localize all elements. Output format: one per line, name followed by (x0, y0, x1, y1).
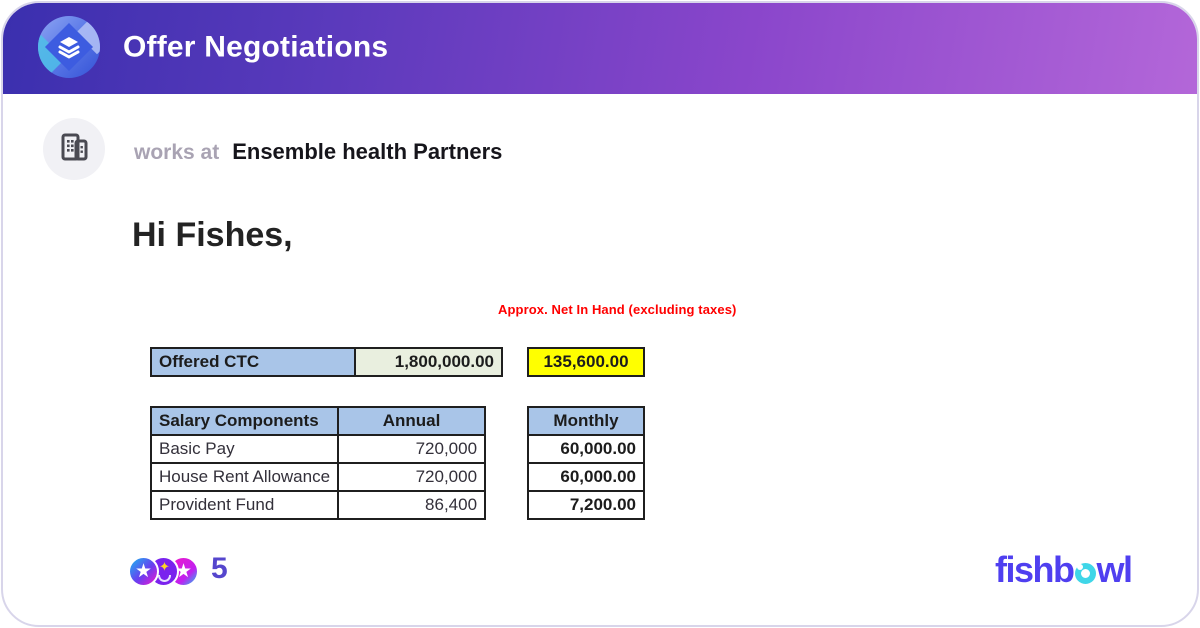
net-monthly-highlight-table: 135,600.00 (527, 347, 645, 377)
reactions-group[interactable]: ★ ✦ ★ (128, 556, 199, 588)
table-header-row: Salary Components Annual (149, 406, 487, 436)
fishbowl-logo-text-post: wl (1096, 549, 1134, 590)
component-cell: Provident Fund (149, 490, 340, 520)
fishbowl-bowl-icon (1074, 562, 1096, 584)
table-row: Offered CTC 1,800,000.00 (150, 347, 503, 377)
component-cell: House Rent Allowance (149, 462, 340, 492)
table-row: 135,600.00 (527, 347, 645, 377)
monthly-value-cell: 60,000.00 (527, 462, 645, 492)
sparkle-icon: ✦ (159, 559, 170, 574)
monthly-value-cell: 7,200.00 (527, 490, 645, 520)
bowl-title[interactable]: Offer Negotiations (123, 29, 389, 63)
smile-arc-icon (158, 575, 171, 582)
salary-components-header: Salary Components (149, 406, 340, 436)
monthly-value-cell: 60,000.00 (527, 434, 645, 464)
annual-value-cell: 720,000 (337, 434, 487, 464)
monthly-header: Monthly (527, 406, 645, 436)
offered-ctc-annual-cell: 1,800,000.00 (354, 347, 503, 377)
fishbowl-logo[interactable]: fishb wl (995, 549, 1134, 591)
component-cell: Basic Pay (149, 434, 340, 464)
annual-value-cell: 720,000 (337, 462, 487, 492)
star-gradient-reaction[interactable]: ★ (128, 556, 159, 587)
byline: works at Ensemble health Partners (134, 139, 502, 165)
star-icon: ★ (174, 560, 193, 582)
table-row: Provident Fund 86,400 (149, 490, 487, 520)
table-header-row: Monthly (527, 406, 645, 436)
offered-ctc-label-cell: Offered CTC (150, 347, 356, 377)
bowl-avatar[interactable] (38, 16, 100, 78)
table-row: 7,200.00 (527, 490, 645, 520)
building-icon (56, 129, 92, 170)
annual-value-cell: 86,400 (337, 490, 487, 520)
table-row: 60,000.00 (527, 462, 645, 492)
net-monthly-cell: 135,600.00 (527, 347, 645, 377)
company-name[interactable]: Ensemble health Partners (232, 139, 503, 164)
monthly-column-table: Monthly 60,000.00 60,000.00 7,200.00 (527, 406, 645, 520)
table-row: Basic Pay 720,000 (149, 434, 487, 464)
net-in-hand-caption: Approx. Net In Hand (excluding taxes) (498, 302, 737, 317)
table-row: 60,000.00 (527, 434, 645, 464)
salary-components-table: Salary Components Annual Basic Pay 720,0… (149, 406, 487, 520)
table-row: House Rent Allowance 720,000 (149, 462, 487, 492)
star-icon: ★ (134, 560, 153, 582)
reaction-count[interactable]: 5 (211, 552, 228, 585)
works-at-label: works at (134, 141, 220, 164)
annual-header: Annual (337, 406, 487, 436)
offered-ctc-table: Offered CTC 1,800,000.00 (150, 347, 503, 377)
company-avatar[interactable] (43, 118, 105, 180)
fishbowl-logo-text-pre: fishb (995, 549, 1075, 590)
bowl-header: Offer Negotiations (3, 3, 1197, 94)
post-greeting: Hi Fishes, (132, 216, 293, 254)
